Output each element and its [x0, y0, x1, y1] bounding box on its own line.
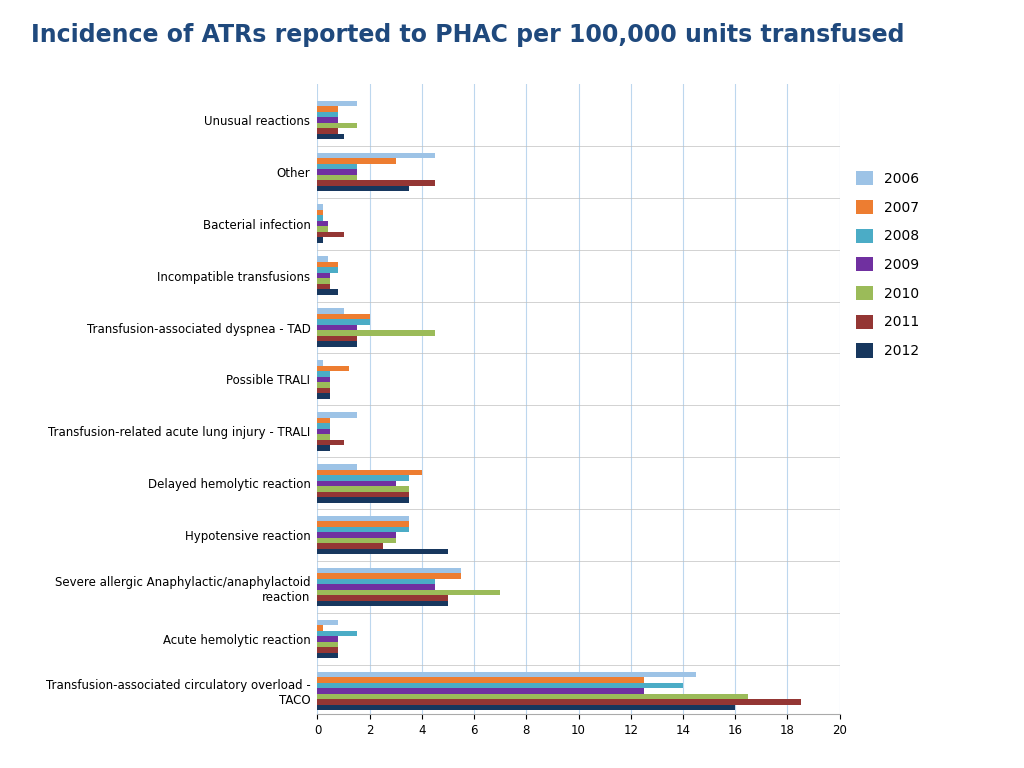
Bar: [317, 186, 409, 191]
Bar: [317, 153, 435, 158]
Text: Incidence of ATRs reported to PHAC per 100,000 units transfused: Incidence of ATRs reported to PHAC per 1…: [31, 23, 904, 47]
Bar: [317, 653, 338, 658]
Bar: [317, 101, 356, 106]
Bar: [317, 688, 644, 694]
Bar: [317, 631, 356, 637]
Bar: [317, 579, 435, 584]
Bar: [317, 382, 331, 388]
Bar: [317, 469, 422, 475]
Bar: [317, 360, 323, 366]
Bar: [317, 257, 328, 262]
Bar: [317, 308, 344, 314]
Bar: [317, 216, 323, 221]
Bar: [317, 134, 344, 139]
Bar: [317, 180, 435, 186]
Bar: [317, 106, 338, 111]
Bar: [317, 278, 331, 284]
Bar: [317, 262, 338, 267]
Bar: [317, 568, 461, 574]
Bar: [317, 111, 338, 117]
Bar: [317, 584, 435, 590]
Bar: [317, 290, 338, 295]
Bar: [317, 284, 331, 290]
Bar: [317, 314, 370, 319]
Bar: [317, 164, 356, 169]
Bar: [317, 123, 356, 128]
Bar: [317, 544, 383, 549]
Bar: [317, 319, 370, 325]
Bar: [317, 429, 331, 434]
Bar: [317, 204, 323, 210]
Bar: [317, 434, 331, 439]
Bar: [317, 117, 338, 123]
Bar: [317, 210, 323, 216]
Bar: [317, 267, 338, 273]
Bar: [317, 595, 449, 601]
Bar: [317, 647, 338, 653]
Bar: [317, 677, 644, 683]
Bar: [317, 221, 328, 227]
Bar: [317, 174, 356, 180]
Bar: [317, 418, 331, 423]
Bar: [317, 497, 409, 502]
Bar: [317, 475, 409, 481]
Bar: [317, 521, 409, 527]
Bar: [317, 341, 356, 347]
Bar: [317, 366, 349, 371]
Bar: [317, 169, 356, 174]
Bar: [317, 237, 323, 243]
Bar: [317, 439, 344, 445]
Bar: [317, 393, 331, 399]
Bar: [317, 538, 395, 544]
Bar: [317, 158, 395, 164]
Bar: [317, 590, 501, 595]
Bar: [317, 699, 801, 705]
Bar: [317, 388, 331, 393]
Bar: [317, 549, 449, 554]
Bar: [317, 423, 331, 429]
Bar: [317, 492, 409, 497]
Bar: [317, 376, 331, 382]
Bar: [317, 694, 749, 699]
Bar: [317, 412, 356, 418]
Bar: [317, 336, 356, 341]
Bar: [317, 683, 683, 688]
Bar: [317, 672, 696, 677]
Bar: [317, 601, 449, 607]
Bar: [317, 532, 395, 538]
Bar: [317, 574, 461, 579]
Bar: [317, 371, 331, 376]
Bar: [317, 128, 338, 134]
Bar: [317, 325, 356, 330]
Bar: [317, 481, 395, 486]
Legend: 2006, 2007, 2008, 2009, 2010, 2011, 2012: 2006, 2007, 2008, 2009, 2010, 2011, 2012: [852, 167, 924, 362]
Bar: [317, 273, 331, 278]
Bar: [317, 445, 331, 451]
Bar: [317, 620, 338, 625]
Bar: [317, 625, 323, 631]
Bar: [317, 705, 735, 710]
Bar: [317, 486, 409, 492]
Bar: [317, 464, 356, 469]
Bar: [317, 527, 409, 532]
Bar: [317, 227, 328, 232]
Bar: [317, 637, 338, 642]
Bar: [317, 642, 338, 647]
Bar: [317, 232, 344, 237]
Bar: [317, 516, 409, 521]
Bar: [317, 330, 435, 336]
